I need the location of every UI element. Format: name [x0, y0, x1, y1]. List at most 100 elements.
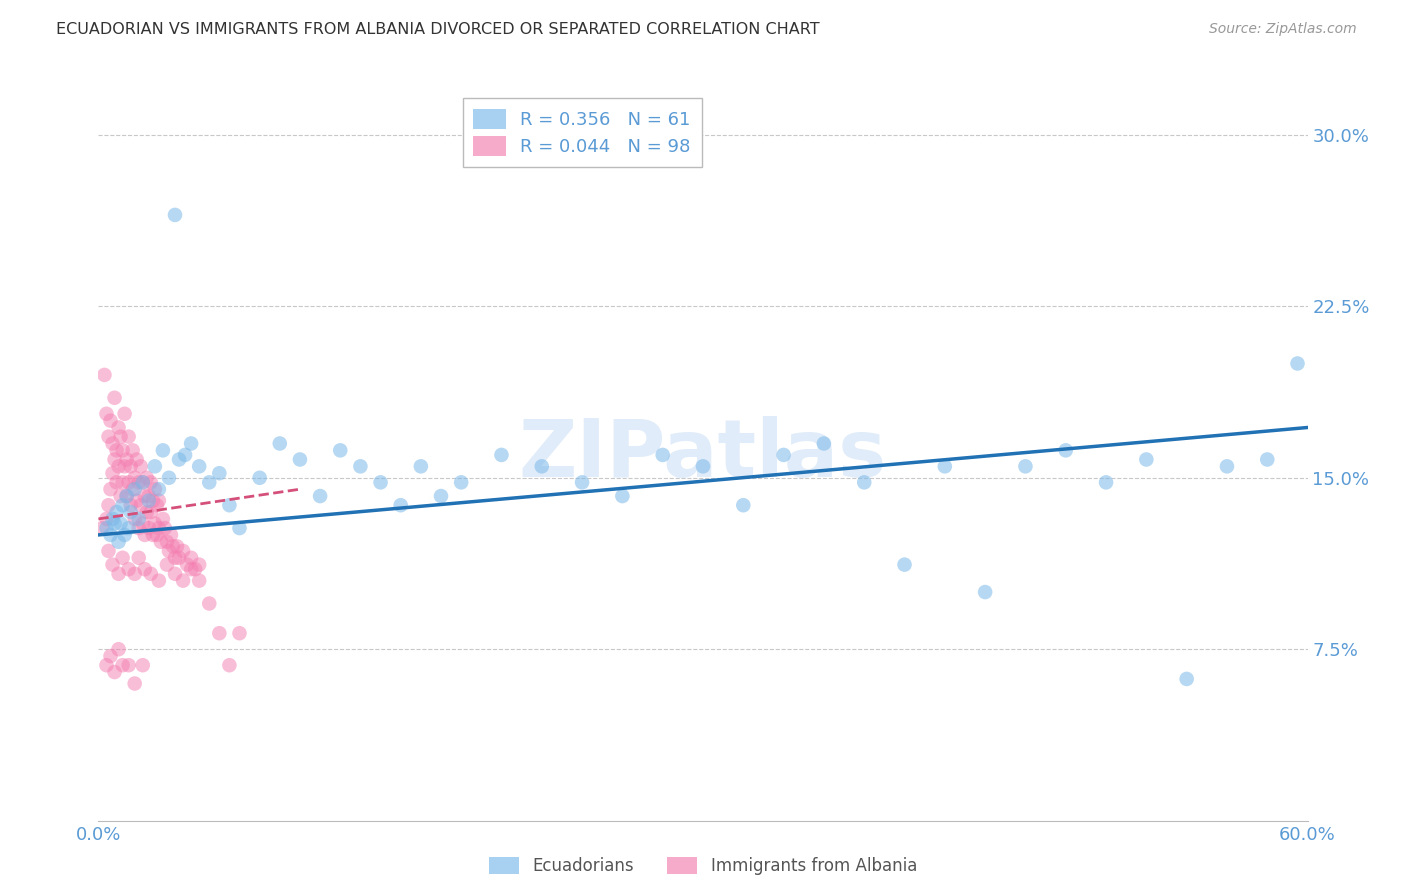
Point [349, 459, 371, 474]
Point [288, 452, 311, 467]
Point [103, 665, 125, 679]
Point [172, 574, 194, 588]
Point [138, 489, 160, 503]
Point [142, 528, 165, 542]
Point [121, 443, 143, 458]
Point [120, 505, 142, 519]
Point [1135, 452, 1157, 467]
Point [101, 512, 124, 526]
Point [118, 658, 141, 673]
Point [772, 448, 794, 462]
Point [118, 521, 141, 535]
Point [228, 521, 250, 535]
Point [103, 516, 125, 531]
Point [105, 443, 128, 458]
Point [118, 562, 141, 576]
Point [128, 475, 150, 490]
Point [174, 448, 197, 462]
Point [114, 459, 136, 474]
Point [97, 544, 120, 558]
Point [139, 475, 162, 490]
Point [813, 436, 835, 450]
Point [96, 521, 118, 535]
Point [430, 489, 453, 503]
Point [110, 430, 132, 444]
Point [132, 658, 155, 673]
Point [166, 539, 188, 553]
Point [135, 505, 157, 519]
Point [125, 493, 148, 508]
Point [167, 550, 190, 565]
Point [188, 574, 211, 588]
Point [143, 459, 166, 474]
Point [124, 471, 146, 485]
Point [208, 467, 231, 481]
Point [142, 493, 165, 508]
Point [571, 475, 593, 490]
Point [124, 512, 146, 526]
Point [124, 676, 146, 690]
Point [409, 459, 432, 474]
Point [110, 489, 132, 503]
Point [176, 558, 198, 572]
Point [733, 498, 755, 512]
Point [208, 626, 231, 640]
Point [370, 475, 392, 490]
Point [111, 475, 134, 490]
Point [118, 475, 141, 490]
Point [184, 562, 207, 576]
Point [100, 649, 122, 664]
Point [103, 391, 125, 405]
Point [146, 498, 169, 512]
Point [188, 558, 211, 572]
Point [111, 658, 134, 673]
Point [148, 574, 170, 588]
Point [114, 528, 136, 542]
Point [1286, 356, 1309, 371]
Point [138, 493, 160, 508]
Point [156, 558, 179, 572]
Point [974, 585, 997, 599]
Point [107, 420, 129, 434]
Point [121, 482, 143, 496]
Point [228, 626, 250, 640]
Point [172, 544, 194, 558]
Point [149, 534, 172, 549]
Point [139, 566, 162, 581]
Point [100, 482, 122, 496]
Point [1095, 475, 1118, 490]
Point [97, 430, 120, 444]
Point [107, 459, 129, 474]
Point [143, 482, 166, 496]
Point [91, 521, 114, 535]
Point [157, 544, 180, 558]
Point [124, 482, 146, 496]
Point [107, 642, 129, 657]
Point [157, 471, 180, 485]
Point [692, 459, 714, 474]
Point [1014, 459, 1036, 474]
Point [120, 498, 142, 512]
Point [309, 489, 332, 503]
Point [160, 528, 183, 542]
Legend: Ecuadorians, Immigrants from Albania: Ecuadorians, Immigrants from Albania [481, 849, 925, 884]
Point [118, 430, 141, 444]
Point [124, 566, 146, 581]
Point [163, 550, 186, 565]
Point [162, 539, 184, 553]
Point [134, 528, 156, 542]
Point [198, 475, 221, 490]
Point [96, 512, 118, 526]
Point [100, 414, 122, 428]
Point [329, 443, 352, 458]
Point [180, 562, 202, 576]
Point [1175, 672, 1198, 686]
Point [105, 505, 128, 519]
Point [152, 443, 174, 458]
Point [934, 459, 956, 474]
Point [180, 550, 202, 565]
Point [96, 407, 118, 421]
Point [491, 448, 513, 462]
Point [853, 475, 876, 490]
Point [167, 452, 190, 467]
